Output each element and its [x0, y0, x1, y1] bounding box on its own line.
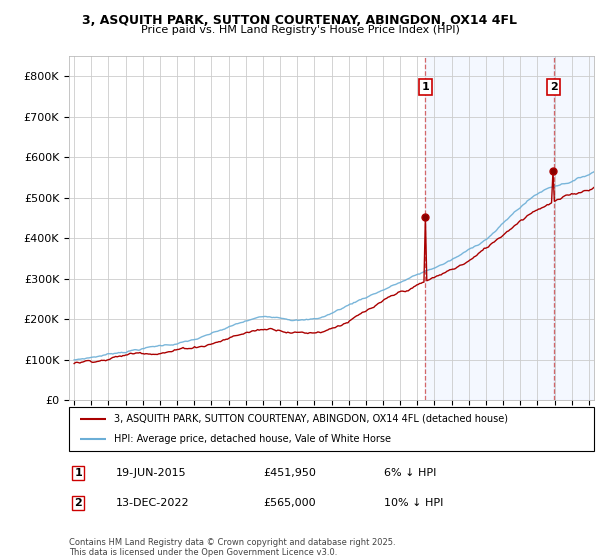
Text: 1: 1	[74, 468, 82, 478]
Text: 13-DEC-2022: 13-DEC-2022	[116, 498, 190, 508]
Text: 1: 1	[421, 82, 429, 92]
Text: £451,950: £451,950	[263, 468, 316, 478]
Text: 3, ASQUITH PARK, SUTTON COURTENAY, ABINGDON, OX14 4FL (detached house): 3, ASQUITH PARK, SUTTON COURTENAY, ABING…	[113, 414, 508, 424]
Text: 2: 2	[550, 82, 557, 92]
Text: 6% ↓ HPI: 6% ↓ HPI	[384, 468, 436, 478]
Text: £565,000: £565,000	[263, 498, 316, 508]
Bar	[554, 56, 598, 400]
Text: Contains HM Land Registry data © Crown copyright and database right 2025.
This d: Contains HM Land Registry data © Crown c…	[69, 538, 395, 557]
Text: 10% ↓ HPI: 10% ↓ HPI	[384, 498, 443, 508]
Text: 19-JUN-2015: 19-JUN-2015	[116, 468, 187, 478]
Bar	[425, 56, 554, 400]
Text: Price paid vs. HM Land Registry's House Price Index (HPI): Price paid vs. HM Land Registry's House …	[140, 25, 460, 35]
Text: 3, ASQUITH PARK, SUTTON COURTENAY, ABINGDON, OX14 4FL: 3, ASQUITH PARK, SUTTON COURTENAY, ABING…	[83, 14, 517, 27]
Text: HPI: Average price, detached house, Vale of White Horse: HPI: Average price, detached house, Vale…	[113, 434, 391, 444]
Text: 2: 2	[74, 498, 82, 508]
